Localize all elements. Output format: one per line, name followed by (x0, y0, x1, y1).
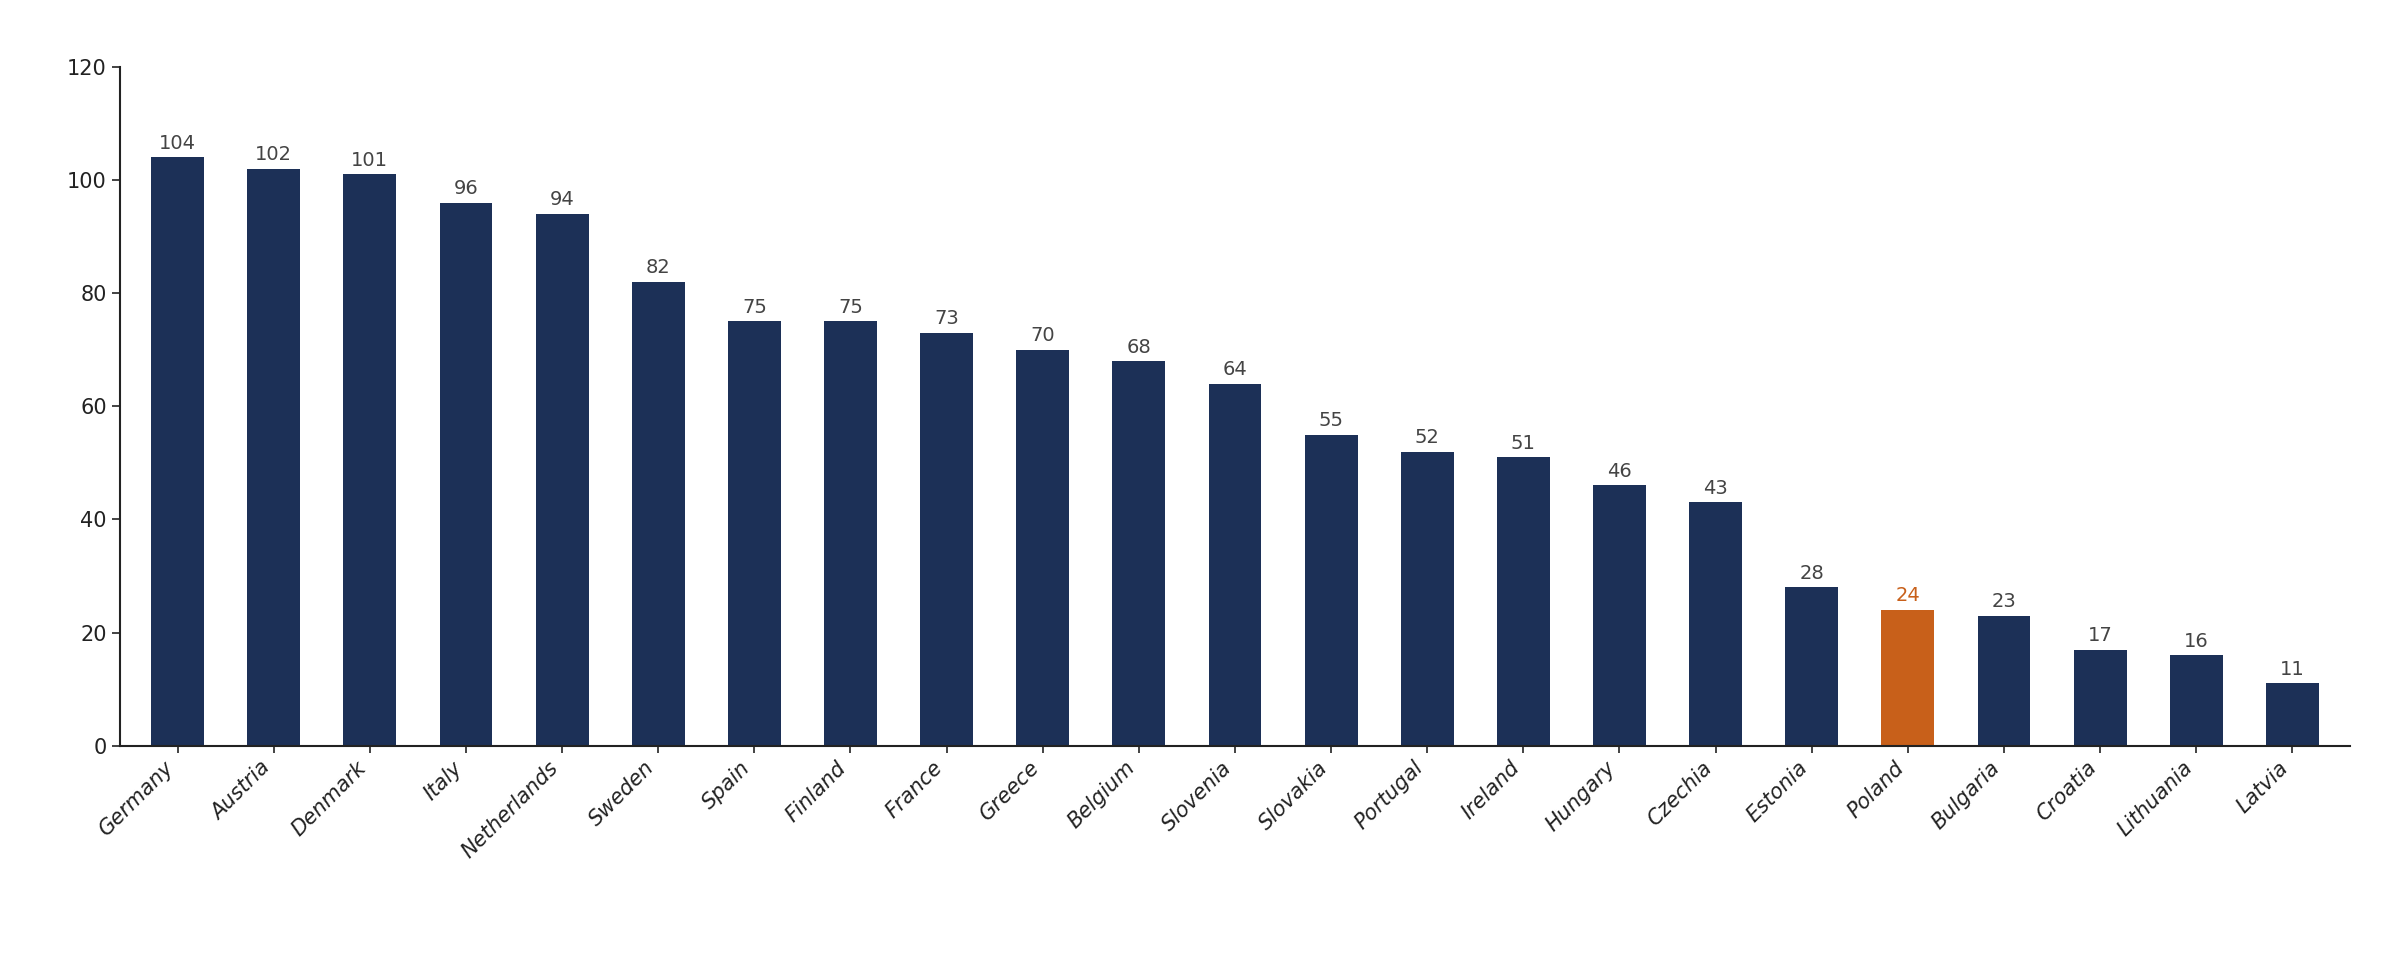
Text: 16: 16 (2185, 632, 2209, 651)
Bar (151, 158, 204, 746)
Bar (535, 214, 588, 746)
Bar (729, 321, 782, 746)
Text: 102: 102 (254, 145, 293, 164)
Text: 104: 104 (158, 134, 197, 153)
Bar (1017, 350, 1070, 746)
Text: 43: 43 (1703, 479, 1729, 498)
Text: 52: 52 (1415, 428, 1439, 447)
Text: 51: 51 (1511, 434, 1535, 453)
Text: 96: 96 (453, 179, 477, 198)
Bar (1400, 451, 1453, 746)
Text: 101: 101 (353, 151, 388, 170)
Bar (2266, 684, 2319, 746)
Bar (1978, 616, 2031, 746)
Text: 75: 75 (741, 298, 767, 317)
Bar (1496, 457, 1549, 746)
Text: 70: 70 (1031, 326, 1055, 345)
Text: 64: 64 (1223, 360, 1247, 380)
Text: 73: 73 (935, 309, 959, 328)
Bar (631, 282, 686, 746)
Bar (1209, 383, 1261, 746)
Bar (1305, 435, 1357, 746)
Text: 68: 68 (1127, 337, 1151, 357)
Bar (825, 321, 878, 746)
Bar (2170, 655, 2223, 746)
Text: 94: 94 (549, 190, 576, 209)
Bar (1113, 361, 1165, 746)
Bar (439, 203, 492, 746)
Bar (247, 168, 300, 746)
Text: 75: 75 (837, 298, 863, 317)
Text: 28: 28 (1798, 564, 1825, 583)
Text: 82: 82 (645, 258, 671, 277)
Bar (1688, 503, 1741, 746)
Bar (343, 174, 396, 746)
Bar (1882, 610, 1935, 746)
Bar (1784, 587, 1839, 746)
Text: 24: 24 (1894, 586, 1921, 605)
Bar (2074, 649, 2127, 746)
Text: 23: 23 (1993, 592, 2017, 611)
Text: 46: 46 (1607, 462, 1633, 481)
Bar (1592, 486, 1645, 746)
Text: 11: 11 (2280, 660, 2304, 679)
Bar (921, 333, 974, 746)
Text: 17: 17 (2089, 626, 2113, 645)
Text: 55: 55 (1319, 411, 1343, 430)
